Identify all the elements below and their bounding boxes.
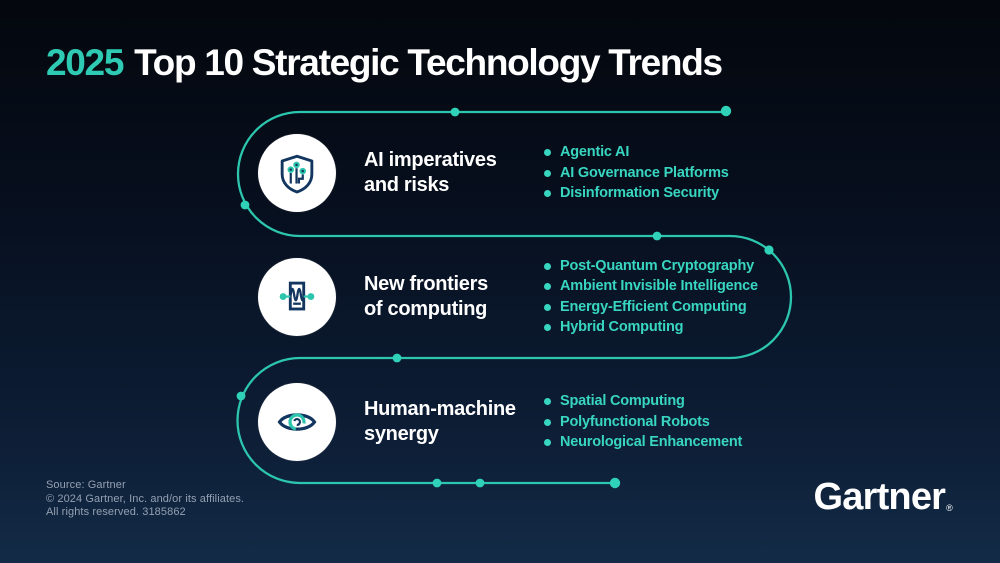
gartner-logo: Gartner®: [813, 476, 953, 518]
bullet-dot: [544, 169, 551, 177]
trend-item: Disinformation Security: [544, 185, 729, 202]
page-title: 2025 Top 10 Strategic Technology Trends: [46, 42, 723, 84]
source-note: Source: Gartner © 2024 Gartner, Inc. and…: [46, 479, 244, 520]
trend-list: Spatial Computing Polyfunctional Robots …: [544, 390, 742, 455]
trend-item: Energy-Efficient Computing: [544, 299, 758, 316]
title-text: Top 10 Strategic Technology Trends: [134, 42, 723, 83]
source-line: Source: Gartner: [46, 479, 126, 491]
bullet-dot: [544, 189, 551, 197]
bullet-dot: [544, 303, 551, 311]
trend-title: New frontiers of computing: [364, 273, 488, 320]
rights-line: All rights reserved. 3185862: [46, 506, 186, 518]
shield-circuit-icon: [258, 134, 336, 212]
trend-list: Post-Quantum Cryptography Ambient Invisi…: [544, 255, 758, 340]
bullet-dot: [544, 418, 551, 426]
trend-item: Hybrid Computing: [544, 319, 758, 336]
bullet-dot: [544, 149, 551, 157]
trend-item: Spatial Computing: [544, 393, 742, 410]
trend-section-new-frontiers: New frontiers of computing Post-Quantum …: [258, 242, 758, 352]
chip-wave-icon: [258, 258, 336, 336]
trend-title: Human-machine synergy: [364, 398, 516, 445]
trend-section-human-machine: Human-machine synergy Spatial Computing …: [258, 367, 742, 477]
trend-item: AI Governance Platforms: [544, 165, 729, 182]
eye-icon: [258, 383, 336, 461]
bullet-dot: [544, 262, 551, 270]
title-year: 2025: [46, 42, 124, 83]
trend-section-ai-imperatives: AI imperatives and risks Agentic AI AI G…: [258, 118, 729, 228]
path-node-dots: [236, 105, 774, 489]
trend-item: Post-Quantum Cryptography: [544, 258, 758, 275]
trend-item: Neurological Enhancement: [544, 434, 742, 451]
connector-path: [236, 110, 793, 485]
trend-item: Polyfunctional Robots: [544, 414, 742, 431]
trend-item: Agentic AI: [544, 144, 729, 161]
bullet-dot: [544, 398, 551, 406]
trend-item: Ambient Invisible Intelligence: [544, 278, 758, 295]
trend-list: Agentic AI AI Governance Platforms Disin…: [544, 141, 729, 206]
bullet-dot: [544, 283, 551, 291]
trend-title: AI imperatives and risks: [364, 149, 497, 196]
bullet-dot: [544, 438, 551, 446]
copyright-line: © 2024 Gartner, Inc. and/or its affiliat…: [46, 492, 245, 505]
registered-mark: ®: [946, 503, 953, 513]
bullet-dot: [544, 324, 551, 332]
